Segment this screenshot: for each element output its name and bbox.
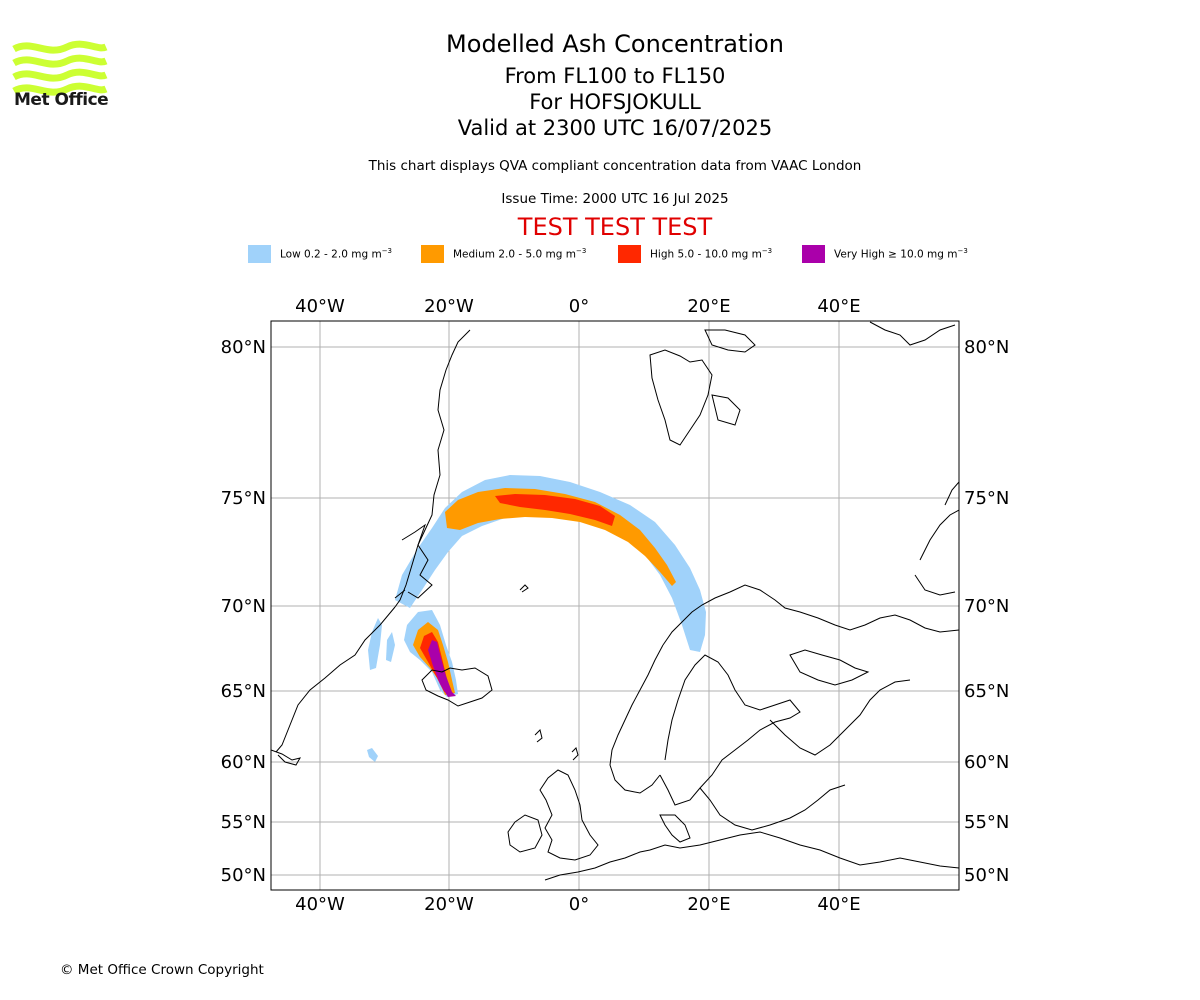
coast-svalbard-east <box>704 329 756 426</box>
coast-uk <box>539 769 599 861</box>
coast-ireland <box>507 814 543 853</box>
legend-item-medium: Medium 2.0 - 5.0 mg m−3 <box>421 244 586 264</box>
coast-franz-josef <box>869 321 956 346</box>
coast-shetland <box>571 747 579 761</box>
ash-medium-arc <box>445 488 676 586</box>
coast-baltic <box>699 784 846 831</box>
coast-greenland-fjords <box>394 523 433 599</box>
coast-jan-mayen <box>519 584 529 593</box>
coast-sweden-finland <box>659 654 801 806</box>
lon-label-bottom-40w: 40°W <box>295 894 345 915</box>
lat-labels-left: 80°N 75°N 70°N 65°N 60°N 55°N 50°N <box>221 337 266 886</box>
logo-text: Met Office <box>14 90 109 110</box>
met-office-logo-icon <box>12 40 108 96</box>
logo-wave-1 <box>12 40 108 54</box>
lon-label-top-0: 0° <box>569 296 589 317</box>
ash-high-arc <box>495 494 615 526</box>
graticule <box>271 321 959 890</box>
coast-iceland <box>421 667 493 707</box>
lat-label-right-80n: 80°N <box>964 337 1009 358</box>
lat-label-left-80n: 80°N <box>221 337 266 358</box>
concentration-legend: Low 0.2 - 2.0 mg m−3 Medium 2.0 - 5.0 mg… <box>0 244 1200 264</box>
coast-germany-poland <box>649 831 959 869</box>
logo-wave-2 <box>12 54 108 68</box>
map-frame <box>270 320 960 891</box>
coast-faroes <box>534 729 543 743</box>
coast-norway <box>662 584 959 646</box>
legend-label-very-high: Very High ≥ 10.0 mg m−3 <box>834 247 968 261</box>
lat-label-right-75n: 75°N <box>964 488 1009 509</box>
lat-label-right-60n: 60°N <box>964 752 1009 773</box>
lat-labels-right: 80°N 75°N 70°N 65°N 60°N 55°N 50°N <box>964 337 1009 886</box>
test-banner: TEST TEST TEST <box>517 213 713 241</box>
lon-label-bottom-40e: 40°E <box>817 894 860 915</box>
coast-kola <box>789 649 870 686</box>
lat-label-left-55n: 55°N <box>221 812 266 833</box>
lat-label-left-75n: 75°N <box>221 488 266 509</box>
lat-label-left-70n: 70°N <box>221 596 266 617</box>
legend-item-low: Low 0.2 - 2.0 mg m−3 <box>248 244 392 264</box>
coast-denmark <box>659 814 691 843</box>
coastlines <box>271 321 959 881</box>
ash-very-high-plume <box>428 640 456 697</box>
lon-labels-bottom: 40°W 20°W 0° 20°E 40°E <box>295 894 860 915</box>
issue-time: Issue Time: 2000 UTC 16 Jul 2025 <box>501 191 729 207</box>
lat-label-right-70n: 70°N <box>964 596 1009 617</box>
lat-label-right-65n: 65°N <box>964 681 1009 702</box>
legend-swatch-medium <box>421 245 444 263</box>
lat-label-left-65n: 65°N <box>221 681 266 702</box>
chart-title: Modelled Ash Concentration <box>446 30 784 58</box>
lat-label-left-60n: 60°N <box>221 752 266 773</box>
copyright-notice: © Met Office Crown Copyright <box>60 962 264 978</box>
legend-swatch-low <box>248 245 271 263</box>
lon-label-top-20e: 20°E <box>687 296 730 317</box>
flight-levels: From FL100 to FL150 <box>504 64 726 88</box>
logo-wave-4 <box>12 82 108 96</box>
volcano-name: For HOFSJOKULL <box>529 90 701 114</box>
ash-low-south-blob <box>367 748 378 762</box>
legend-label-medium: Medium 2.0 - 5.0 mg m−3 <box>453 247 587 261</box>
coast-greenland-east <box>394 329 471 608</box>
ash-low-west-streak <box>368 618 382 670</box>
lon-label-top-20w: 20°W <box>424 296 474 317</box>
legend-label-high: High 5.0 - 10.0 mg m−3 <box>650 247 773 261</box>
lat-label-right-55n: 55°N <box>964 812 1009 833</box>
ash-low-west-streak-2 <box>386 632 395 662</box>
lon-labels-top: 40°W 20°W 0° 20°E 40°E <box>295 296 860 317</box>
lon-label-top-40w: 40°W <box>295 296 345 317</box>
lon-label-bottom-20w: 20°W <box>424 894 474 915</box>
lon-label-top-40e: 40°E <box>817 296 860 317</box>
legend-item-high: High 5.0 - 10.0 mg m−3 <box>618 244 772 264</box>
lon-label-bottom-20e: 20°E <box>687 894 730 915</box>
logo-wave-3 <box>12 68 108 82</box>
chart-subtitle: This chart displays QVA compliant concen… <box>368 158 862 174</box>
legend-label-low: Low 0.2 - 2.0 mg m−3 <box>280 247 393 261</box>
lat-label-right-50n: 50°N <box>964 865 1009 886</box>
legend-swatch-high <box>618 245 641 263</box>
coast-svalbard <box>649 349 713 446</box>
ash-low-region <box>367 475 706 762</box>
coast-greenland-tip <box>271 749 302 766</box>
coast-norway-west <box>609 644 664 794</box>
legend-item-very-high: Very High ≥ 10.0 mg m−3 <box>802 244 968 264</box>
lon-label-bottom-0: 0° <box>569 894 589 915</box>
coast-finland-east <box>769 679 911 756</box>
legend-swatch-very-high <box>802 245 825 263</box>
coast-france-benelux <box>544 849 651 881</box>
lat-label-left-50n: 50°N <box>221 865 266 886</box>
coast-greenland-south <box>275 606 396 753</box>
coast-novaya-zemlya <box>914 481 959 596</box>
valid-time: Valid at 2300 UTC 16/07/2025 <box>457 116 773 140</box>
ash-very-high-region <box>428 640 456 697</box>
